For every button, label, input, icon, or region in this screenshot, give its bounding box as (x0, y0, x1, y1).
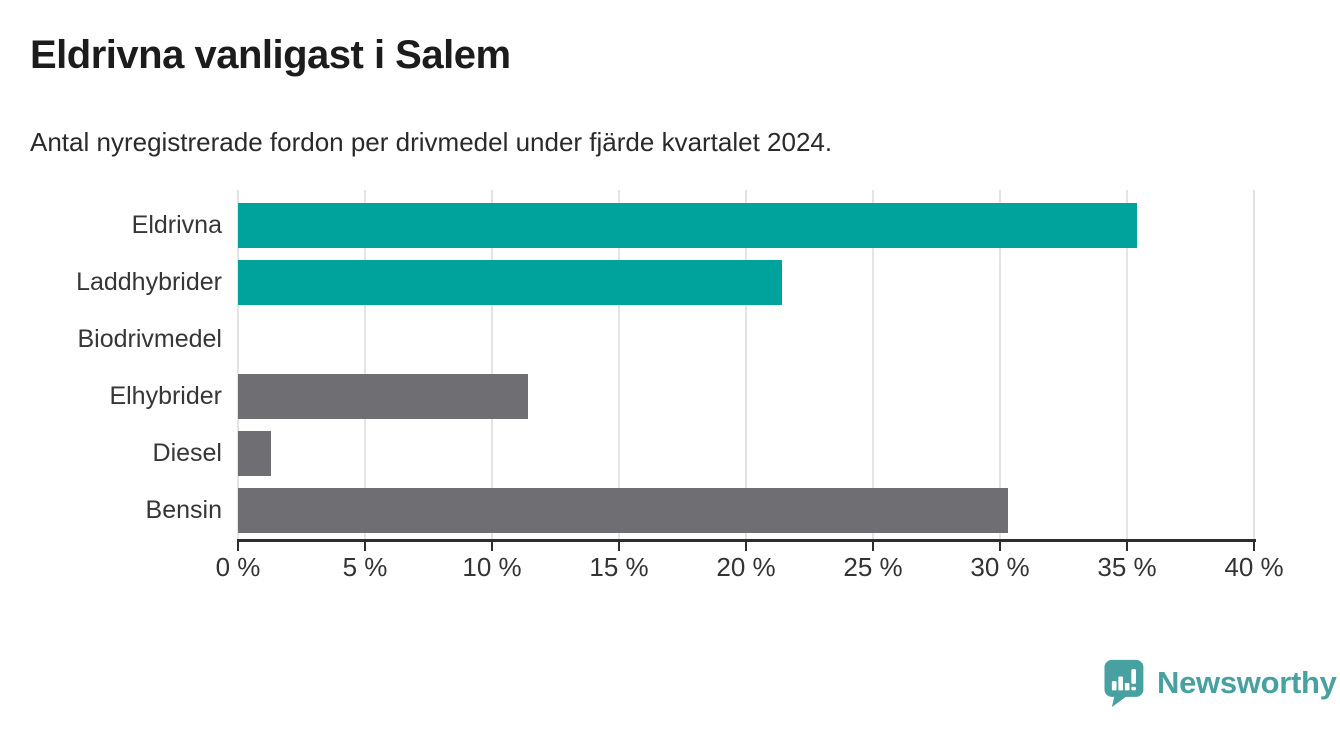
category-label-laddhybrider: Laddhybrider (76, 268, 222, 296)
bar-chart-plot-area (237, 190, 1255, 540)
gridline-5 (364, 190, 366, 540)
category-label-eldrivna: Eldrivna (131, 211, 222, 239)
x-tick-label-25: 25 % (843, 552, 903, 582)
x-tick-label-35: 35 % (1097, 552, 1157, 582)
gridline-0 (237, 190, 239, 540)
gridline-25 (872, 190, 874, 540)
x-tick-35 (1126, 539, 1128, 551)
x-tick-25 (872, 539, 874, 551)
bar-eldrivna (238, 203, 1138, 248)
gridline-30 (999, 190, 1001, 540)
x-tick-label-30: 30 % (970, 552, 1030, 582)
x-tick-20 (745, 539, 747, 551)
chart-subtitle: Antal nyregistrerade fordon per drivmede… (30, 127, 833, 157)
category-label-biodrivmedel: Biodrivmedel (77, 325, 222, 353)
bar-bensin (238, 488, 1008, 533)
x-tick-40 (1253, 539, 1255, 551)
x-tick-5 (364, 539, 366, 551)
category-label-diesel: Diesel (152, 439, 222, 467)
chart-title: Eldrivna vanligast i Salem (30, 33, 511, 77)
gridline-15 (618, 190, 620, 540)
newsworthy-wordmark: Newsworthy (1157, 665, 1337, 700)
x-tick-0 (237, 539, 239, 551)
x-tick-label-20: 20 % (716, 552, 776, 582)
bar-elhybrider (238, 374, 528, 419)
x-tick-label-15: 15 % (589, 552, 649, 582)
category-label-bensin: Bensin (145, 496, 222, 524)
gridline-35 (1126, 190, 1128, 540)
gridline-40 (1253, 190, 1255, 540)
x-tick-label-5: 5 % (342, 552, 388, 582)
bar-laddhybrider (238, 260, 782, 305)
newsworthy-logo: Newsworthy (1100, 658, 1337, 708)
x-tick-label-40: 40 % (1224, 552, 1284, 582)
gridline-20 (745, 190, 747, 540)
gridline-10 (491, 190, 493, 540)
x-tick-30 (999, 539, 1001, 551)
x-tick-label-0: 0 % (215, 552, 261, 582)
x-tick-15 (618, 539, 620, 551)
newsworthy-bubble-icon (1104, 659, 1144, 708)
category-label-elhybrider: Elhybrider (109, 382, 222, 410)
x-tick-label-10: 10 % (462, 552, 522, 582)
bar-diesel (238, 431, 272, 476)
x-tick-10 (491, 539, 493, 551)
